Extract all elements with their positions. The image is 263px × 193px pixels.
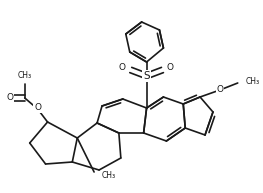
Text: O: O (6, 93, 13, 102)
Text: CH₃: CH₃ (102, 170, 116, 179)
Text: O: O (216, 85, 223, 95)
Text: CH₃: CH₃ (246, 78, 260, 86)
Text: CH₃: CH₃ (18, 71, 32, 80)
Text: O: O (34, 103, 41, 113)
Text: O: O (167, 63, 174, 71)
Text: S: S (143, 71, 150, 81)
Text: O: O (118, 63, 125, 71)
